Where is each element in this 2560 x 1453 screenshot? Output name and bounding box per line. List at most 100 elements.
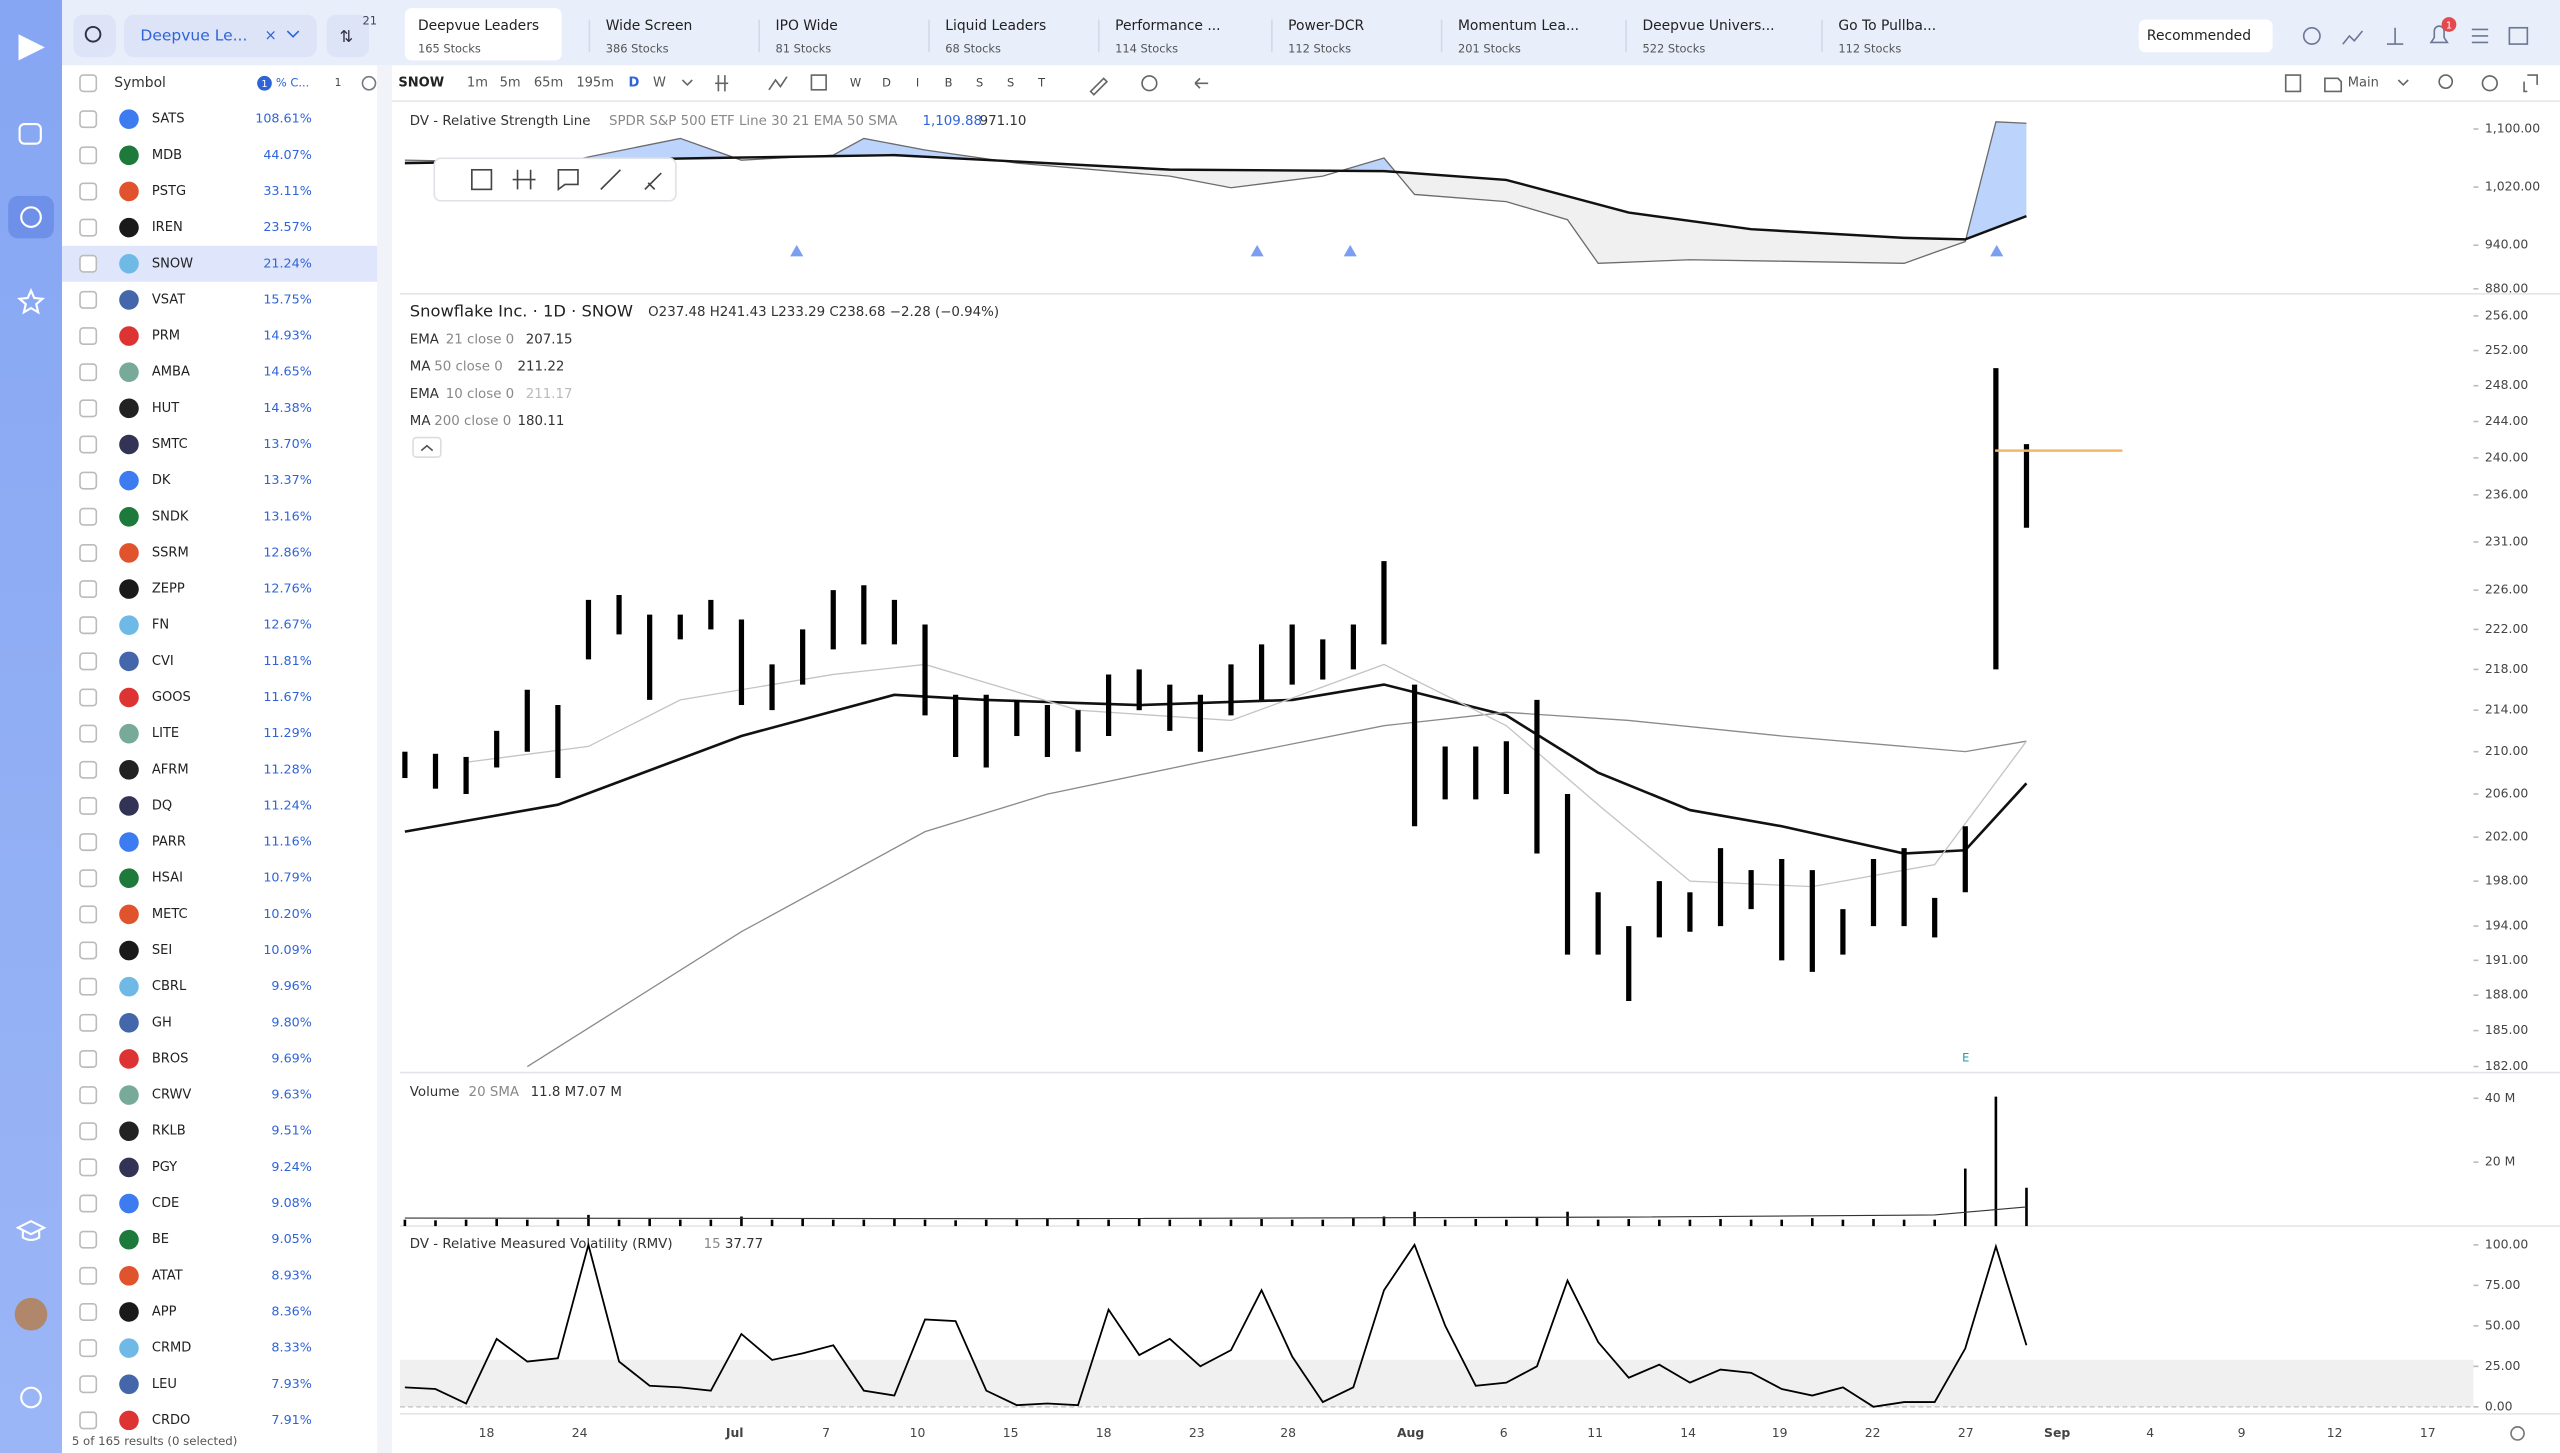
- interval[interactable]: W: [653, 76, 666, 91]
- tools-icon[interactable]: [2386, 27, 2404, 45]
- nav-star[interactable]: [17, 287, 46, 315]
- row-symbol[interactable]: PRM: [152, 329, 180, 344]
- row-checkbox[interactable]: [79, 652, 98, 671]
- row-symbol[interactable]: BROS: [152, 1051, 189, 1066]
- row-checkbox[interactable]: [79, 905, 98, 924]
- row-symbol[interactable]: SNDK: [152, 509, 189, 524]
- tab-name[interactable]: Deepvue Leaders: [418, 18, 539, 34]
- filter-button[interactable]: [326, 14, 369, 58]
- row-symbol[interactable]: ZEPP: [152, 582, 185, 597]
- zoom-icon[interactable]: [2438, 74, 2454, 89]
- collapse-button[interactable]: [412, 436, 442, 458]
- row-checkbox[interactable]: [79, 760, 98, 779]
- watchlist-select[interactable]: [124, 14, 317, 58]
- tab-name[interactable]: Liquid Leaders: [945, 18, 1046, 34]
- nav-learn[interactable]: [15, 1219, 47, 1242]
- chart-icon[interactable]: [2342, 30, 2364, 45]
- row-symbol[interactable]: RKLB: [152, 1124, 186, 1139]
- row-symbol[interactable]: SMTC: [152, 437, 188, 452]
- row-checkbox[interactable]: [79, 1122, 98, 1141]
- row-checkbox[interactable]: [79, 1086, 98, 1105]
- nav-active[interactable]: [8, 195, 54, 239]
- tab-name[interactable]: Go To Pullba...: [1838, 18, 1936, 34]
- search-button[interactable]: [73, 14, 116, 58]
- note-tool[interactable]: [557, 168, 579, 192]
- marker-toggle[interactable]: I: [916, 76, 919, 90]
- row-checkbox[interactable]: [79, 616, 98, 635]
- share-icon[interactable]: [2302, 26, 2321, 45]
- refresh-icon[interactable]: [1141, 75, 1158, 92]
- list-icon[interactable]: [2471, 28, 2489, 44]
- row-checkbox[interactable]: [79, 435, 98, 454]
- undo-icon[interactable]: [1194, 77, 1209, 89]
- save-icon[interactable]: [2324, 77, 2343, 93]
- row-symbol[interactable]: LITE: [152, 726, 179, 741]
- row-symbol[interactable]: CVI: [152, 654, 174, 669]
- tab-name[interactable]: Momentum Lea...: [1458, 18, 1579, 34]
- rect-tool[interactable]: [471, 168, 493, 191]
- interval[interactable]: 65m: [534, 76, 563, 91]
- row-checkbox[interactable]: [79, 182, 98, 201]
- row-symbol[interactable]: MDB: [152, 148, 182, 163]
- row-checkbox[interactable]: [79, 399, 98, 418]
- row-symbol[interactable]: METC: [152, 907, 188, 922]
- clear-icon[interactable]: ×: [264, 27, 276, 44]
- row-checkbox[interactable]: [79, 146, 98, 165]
- row-checkbox[interactable]: [79, 110, 98, 129]
- template-icon[interactable]: [810, 74, 827, 91]
- toolbar-symbol[interactable]: SNOW: [398, 76, 444, 91]
- row-checkbox[interactable]: [79, 543, 98, 562]
- change-header[interactable]: % C...: [276, 76, 309, 90]
- row-symbol[interactable]: BE: [152, 1232, 169, 1247]
- row-checkbox[interactable]: [79, 1411, 98, 1430]
- row-checkbox[interactable]: [79, 254, 98, 273]
- row-symbol[interactable]: CBRL: [152, 979, 187, 994]
- sort-select[interactable]: [2138, 19, 2273, 53]
- row-symbol[interactable]: SSRM: [152, 545, 189, 560]
- row-checkbox[interactable]: [79, 688, 98, 707]
- row-symbol[interactable]: DK: [152, 473, 171, 488]
- chart-settings[interactable]: [2481, 75, 2498, 92]
- row-symbol[interactable]: VSAT: [152, 292, 185, 307]
- tab-name[interactable]: Performance ...: [1115, 18, 1220, 34]
- symbol-header[interactable]: Symbol: [114, 75, 166, 91]
- marker-toggle[interactable]: T: [1037, 76, 1045, 90]
- row-checkbox[interactable]: [79, 1194, 98, 1213]
- layout-name[interactable]: Main: [2348, 76, 2379, 91]
- row-checkbox[interactable]: [79, 869, 98, 888]
- row-symbol[interactable]: CRMD: [152, 1341, 191, 1356]
- row-symbol[interactable]: SATS: [152, 112, 185, 127]
- row-symbol[interactable]: CRDO: [152, 1413, 191, 1428]
- row-symbol[interactable]: AMBA: [152, 365, 190, 380]
- row-checkbox[interactable]: [79, 218, 98, 237]
- indicator-icon[interactable]: [715, 75, 729, 92]
- row-symbol[interactable]: HSAI: [152, 871, 183, 886]
- row-checkbox[interactable]: [79, 1339, 98, 1358]
- tab-name[interactable]: Power-DCR: [1288, 18, 1364, 34]
- row-symbol[interactable]: PARR: [152, 835, 186, 850]
- row-checkbox[interactable]: [79, 327, 98, 346]
- row-symbol[interactable]: LEU: [152, 1377, 177, 1392]
- row-checkbox[interactable]: [79, 507, 98, 526]
- tab-name[interactable]: IPO Wide: [776, 18, 838, 34]
- row-symbol[interactable]: GH: [152, 1015, 172, 1030]
- row-checkbox[interactable]: [79, 941, 98, 960]
- marker-toggle[interactable]: D: [882, 76, 891, 90]
- row-checkbox[interactable]: [79, 290, 98, 309]
- fullscreen-icon[interactable]: [2523, 74, 2538, 93]
- row-checkbox[interactable]: [79, 977, 98, 996]
- interval[interactable]: 5m: [500, 76, 521, 91]
- compare-icon[interactable]: [768, 76, 788, 91]
- row-symbol[interactable]: SEI: [152, 943, 172, 958]
- row-checkbox[interactable]: [79, 1230, 98, 1249]
- row-symbol[interactable]: CDE: [152, 1196, 179, 1211]
- marker-toggle[interactable]: S: [1007, 76, 1014, 90]
- nav-scan[interactable]: [20, 206, 42, 228]
- row-symbol[interactable]: ATAT: [152, 1268, 183, 1283]
- row-symbol[interactable]: CRWV: [152, 1088, 192, 1103]
- row-symbol[interactable]: AFRM: [152, 762, 189, 777]
- row-checkbox[interactable]: [79, 1266, 98, 1285]
- row-checkbox[interactable]: [79, 363, 98, 382]
- axis-settings[interactable]: [2510, 1426, 2525, 1441]
- avatar[interactable]: [14, 1297, 48, 1331]
